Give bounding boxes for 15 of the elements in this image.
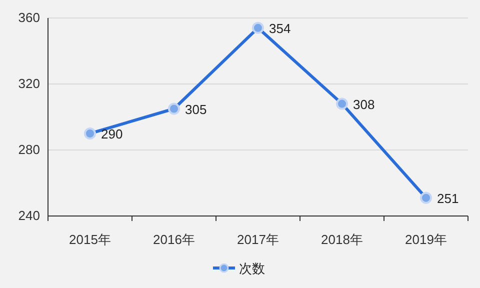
data-label: 354 (269, 20, 291, 36)
data-label: 305 (185, 102, 207, 117)
x-tick-label: 2017年 (237, 232, 279, 247)
legend-label: 次数 (239, 261, 265, 276)
y-tick-label: 280 (18, 142, 40, 157)
data-label: 290 (101, 126, 123, 142)
x-tick-label: 2018年 (321, 232, 363, 247)
x-tick-label: 2019年 (405, 232, 447, 247)
data-label: 251 (437, 190, 459, 206)
y-tick-label: 360 (18, 10, 40, 25)
data-label: 308 (353, 96, 375, 112)
y-tick-label: 320 (18, 76, 40, 91)
x-tick-label: 2016年 (153, 232, 195, 247)
y-tick-label: 240 (18, 208, 40, 223)
x-tick-label: 2015年 (69, 232, 111, 247)
